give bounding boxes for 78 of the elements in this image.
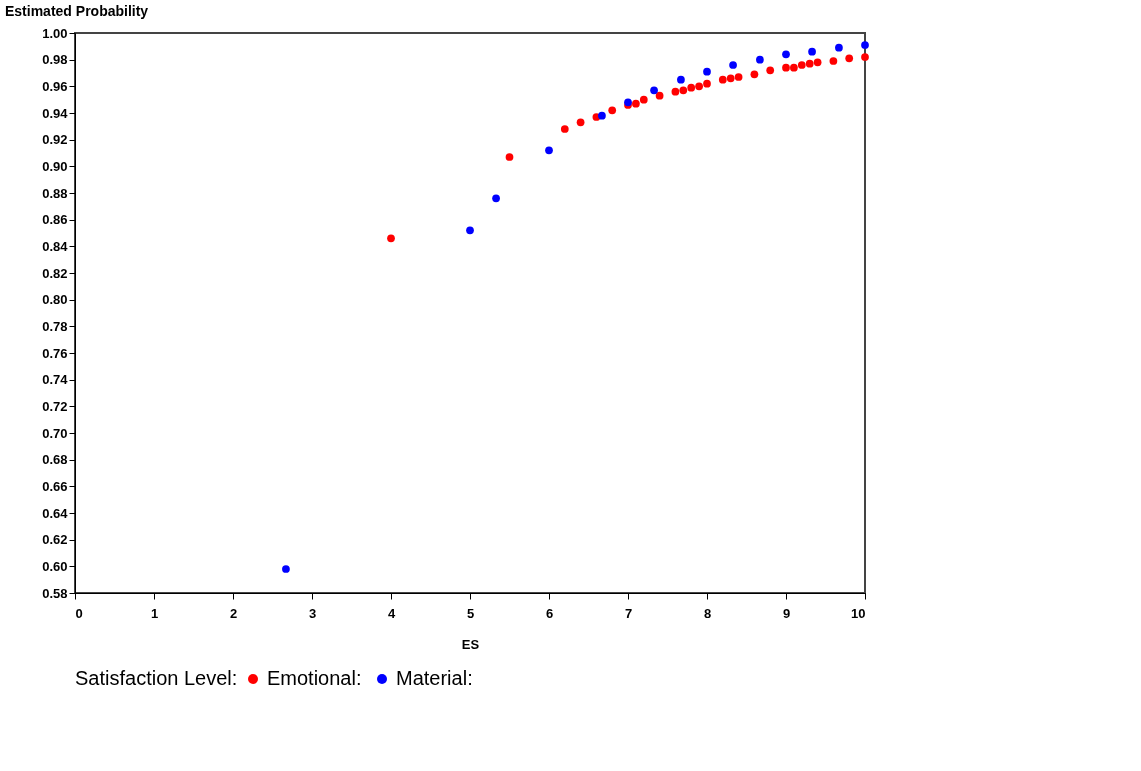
point	[782, 63, 790, 72]
point	[650, 86, 658, 95]
y-tick-label: 0.80	[42, 292, 68, 308]
point	[677, 75, 685, 84]
point	[560, 125, 569, 133]
point	[687, 83, 696, 92]
x-tick-label: 9	[782, 605, 791, 621]
y-tick-label: 0.58	[42, 585, 68, 601]
y-tick-label: 0.76	[42, 345, 68, 361]
y-tick-label: 0.98	[42, 52, 68, 68]
x-tick-label: 8	[703, 605, 712, 621]
point	[813, 58, 822, 67]
point	[829, 57, 838, 65]
y-tick-label: 0.78	[42, 318, 68, 334]
y-tick-label: 0.66	[42, 478, 68, 494]
y-tick-label: 0.86	[42, 212, 68, 228]
point	[632, 99, 640, 108]
point	[695, 82, 703, 91]
x-tick-label: 4	[387, 605, 396, 621]
y-tick-label: 0.62	[42, 532, 68, 548]
y-tick-label: 0.96	[42, 78, 68, 94]
y-axis-title: Estimated Probability	[5, 3, 149, 19]
x-tick-label: 5	[466, 605, 475, 621]
point	[576, 118, 585, 127]
point	[861, 41, 869, 49]
point	[797, 61, 806, 69]
y-tick-label: 0.88	[42, 185, 68, 201]
point	[845, 54, 854, 63]
point	[639, 95, 648, 104]
point	[766, 66, 775, 75]
x-tick-label: 1	[150, 605, 159, 621]
y-tick-label: 0.68	[42, 452, 68, 468]
point	[466, 226, 474, 235]
point	[282, 565, 290, 573]
y-tick-label: 0.64	[42, 505, 69, 521]
point	[703, 79, 711, 88]
point	[655, 91, 664, 100]
y-tick-label: 1.00	[42, 25, 68, 41]
x-tick-label: 2	[229, 605, 238, 621]
point	[805, 59, 814, 68]
y-tick-label: 0.82	[42, 265, 68, 281]
y-tick-label: 0.92	[42, 132, 68, 148]
point	[726, 74, 735, 83]
point	[545, 146, 553, 155]
point	[703, 67, 711, 76]
y-tick-label: 0.94	[42, 105, 69, 121]
point	[756, 55, 764, 64]
x-tick-label: 3	[308, 605, 317, 621]
legend-title: Satisfaction Level:	[75, 667, 238, 689]
point	[750, 70, 759, 79]
y-tick-label: 0.60	[42, 558, 68, 574]
y-tick-label: 0.90	[42, 158, 68, 174]
point	[679, 86, 688, 95]
point	[790, 63, 798, 72]
y-tick-label: 0.70	[42, 425, 68, 441]
x-tick-label: 0	[75, 605, 83, 621]
point	[505, 153, 514, 161]
y-tick-label: 0.72	[42, 398, 68, 414]
x-tick-label: 7	[624, 605, 633, 621]
legend-label: Emotional:	[267, 667, 362, 689]
point	[387, 234, 395, 243]
legend-label: Material:	[396, 667, 473, 689]
point	[808, 47, 816, 56]
point	[492, 194, 500, 203]
point	[671, 87, 680, 96]
point	[718, 75, 727, 84]
point	[782, 50, 790, 59]
point	[835, 43, 843, 52]
x-axis-title: ES	[461, 636, 480, 652]
point	[608, 106, 617, 115]
x-tick-label: 6	[545, 605, 554, 621]
point	[729, 61, 737, 69]
x-tick-label: 10	[851, 605, 866, 621]
y-tick-label: 0.84	[42, 238, 69, 254]
point	[734, 73, 743, 81]
point	[598, 111, 606, 120]
point	[861, 53, 869, 61]
y-tick-label: 0.74	[42, 372, 69, 388]
